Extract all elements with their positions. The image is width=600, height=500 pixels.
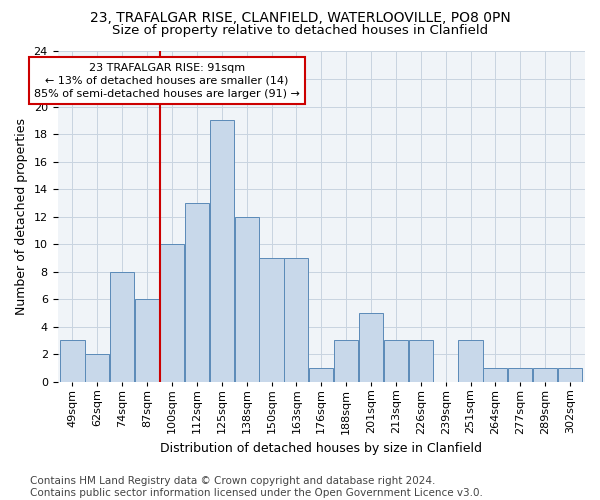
Text: 23, TRAFALGAR RISE, CLANFIELD, WATERLOOVILLE, PO8 0PN: 23, TRAFALGAR RISE, CLANFIELD, WATERLOOV… — [89, 11, 511, 25]
Bar — [359, 313, 383, 382]
Bar — [235, 216, 259, 382]
Bar — [334, 340, 358, 382]
Bar — [61, 340, 85, 382]
Bar — [135, 299, 159, 382]
Bar — [284, 258, 308, 382]
Bar — [160, 244, 184, 382]
Text: Contains HM Land Registry data © Crown copyright and database right 2024.
Contai: Contains HM Land Registry data © Crown c… — [30, 476, 483, 498]
Text: Size of property relative to detached houses in Clanfield: Size of property relative to detached ho… — [112, 24, 488, 37]
Bar — [533, 368, 557, 382]
Bar — [558, 368, 582, 382]
X-axis label: Distribution of detached houses by size in Clanfield: Distribution of detached houses by size … — [160, 442, 482, 455]
Text: 23 TRAFALGAR RISE: 91sqm
← 13% of detached houses are smaller (14)
85% of semi-d: 23 TRAFALGAR RISE: 91sqm ← 13% of detach… — [34, 62, 300, 99]
Bar — [110, 272, 134, 382]
Bar — [409, 340, 433, 382]
Bar — [259, 258, 284, 382]
Bar — [85, 354, 109, 382]
Bar — [384, 340, 408, 382]
Bar — [484, 368, 508, 382]
Bar — [185, 203, 209, 382]
Bar — [309, 368, 334, 382]
Y-axis label: Number of detached properties: Number of detached properties — [15, 118, 28, 315]
Bar — [209, 120, 234, 382]
Bar — [458, 340, 482, 382]
Bar — [508, 368, 532, 382]
